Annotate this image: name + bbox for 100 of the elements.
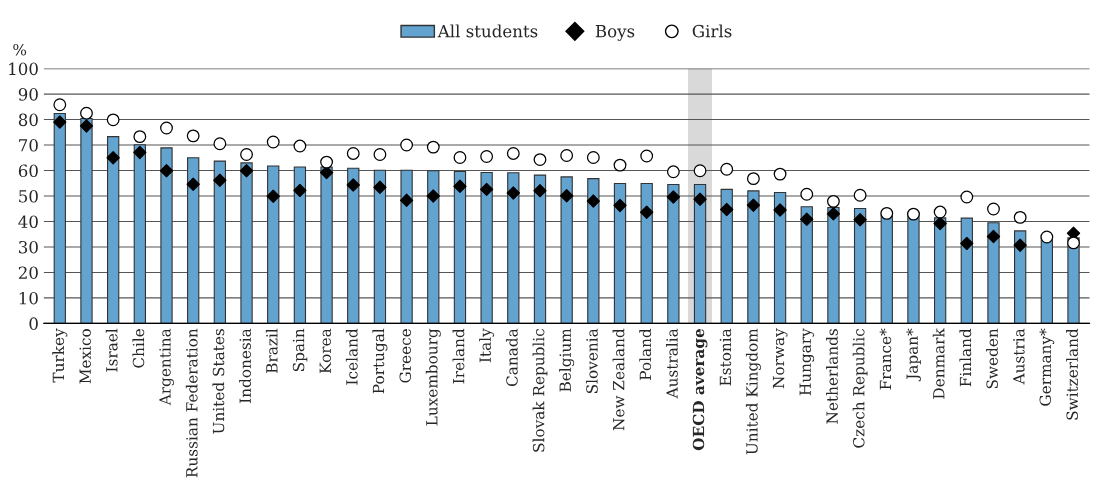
x-tick-label: Slovenia <box>585 328 598 394</box>
point <box>907 207 920 221</box>
point <box>960 236 974 251</box>
point <box>479 182 494 197</box>
x-tick-label: Israel <box>105 328 118 372</box>
point <box>720 162 734 176</box>
x-tick-label: France* <box>879 328 892 390</box>
point <box>133 145 147 160</box>
bar <box>53 112 66 324</box>
point <box>960 190 974 204</box>
bar <box>480 172 493 324</box>
point <box>853 188 867 202</box>
x-tick-label: Ireland <box>452 328 465 384</box>
x-tick-label: Japan* <box>906 328 921 382</box>
x-tick-label: Spain <box>292 328 308 372</box>
point <box>880 206 894 220</box>
x-tick-label: Denmark <box>932 328 945 399</box>
point <box>346 178 360 192</box>
point <box>853 213 867 227</box>
point <box>1013 210 1027 224</box>
point <box>559 189 574 203</box>
x-tick-label: Austria <box>1013 328 1025 385</box>
bar <box>720 188 733 324</box>
x-tick-label: Korea <box>319 328 332 374</box>
bar <box>773 191 787 324</box>
bar <box>747 190 760 324</box>
point <box>1013 238 1027 252</box>
point <box>506 186 520 200</box>
point <box>746 198 761 212</box>
point <box>693 192 707 206</box>
bar <box>507 172 520 324</box>
x-tick-label: Iceland <box>345 328 358 385</box>
point <box>159 164 174 178</box>
point <box>693 164 707 178</box>
bar <box>587 178 600 324</box>
x-tick-label: New Zealand <box>612 328 625 431</box>
point <box>773 203 787 217</box>
bar <box>533 174 547 324</box>
y-tick-label: 80 <box>18 113 38 127</box>
point <box>213 137 227 151</box>
bar <box>187 157 200 324</box>
x-tick-label: Slovak Republic <box>532 328 548 452</box>
x-tick-label: Brazil <box>265 328 278 373</box>
x-tick-label: Argentina <box>159 328 174 406</box>
point <box>800 187 814 201</box>
bar <box>987 222 1000 324</box>
point <box>800 212 814 226</box>
x-tick-label: Estonia <box>719 328 732 386</box>
x-tick-label: Portugal <box>372 328 388 394</box>
bar <box>80 117 93 324</box>
x-tick-label: OECD average <box>692 328 708 451</box>
x-tick-label: Czech Republic <box>852 328 868 448</box>
x-tick-label: Indonesia <box>239 328 251 403</box>
point <box>933 216 947 231</box>
y-tick-label: 100 <box>9 62 38 76</box>
point <box>720 202 734 217</box>
point <box>666 190 681 204</box>
point <box>666 165 680 179</box>
bar <box>800 206 813 324</box>
x-tick-label: United States <box>212 329 225 434</box>
y-tick-label: 0 <box>29 317 38 330</box>
bar <box>1014 230 1027 324</box>
x-tick-label: Chile <box>132 329 145 368</box>
x-tick-label: Finland <box>959 328 972 387</box>
x-tick-label: Sweden <box>986 328 998 389</box>
bar <box>320 166 333 324</box>
legend-label: All students <box>437 24 538 38</box>
x-tick-label: Luxembourg <box>425 328 441 426</box>
bar <box>427 170 440 324</box>
y-tick-label: 60 <box>18 164 38 178</box>
bar <box>827 206 840 324</box>
y-tick-label: 40 <box>18 215 38 229</box>
x-tick-label: Mexico <box>79 329 91 384</box>
x-tick-label: Turkey <box>52 328 68 383</box>
bar <box>133 144 146 324</box>
point <box>106 113 120 127</box>
point <box>826 207 841 221</box>
bar <box>373 169 387 324</box>
bar <box>613 182 627 324</box>
bar <box>347 167 360 324</box>
point <box>53 115 67 129</box>
point <box>293 139 307 153</box>
y-tick-label: 90 <box>18 88 38 101</box>
point <box>213 173 227 187</box>
point <box>640 205 654 219</box>
point <box>266 135 280 149</box>
bar <box>853 207 867 324</box>
point <box>399 193 414 208</box>
y-tick-label: 70 <box>19 139 38 152</box>
y-tick-label: 10 <box>19 291 38 305</box>
point <box>586 194 601 208</box>
x-tick-label: Australia <box>665 328 678 399</box>
y-tick-label: 50 <box>19 189 38 203</box>
bar <box>293 166 307 324</box>
y-tick-label: 20 <box>18 266 38 280</box>
bar <box>267 165 280 324</box>
x-tick-label: Canada <box>505 328 518 387</box>
x-tick-label: Poland <box>639 328 652 380</box>
bar <box>560 176 573 324</box>
x-tick-label: Italy <box>479 328 495 363</box>
